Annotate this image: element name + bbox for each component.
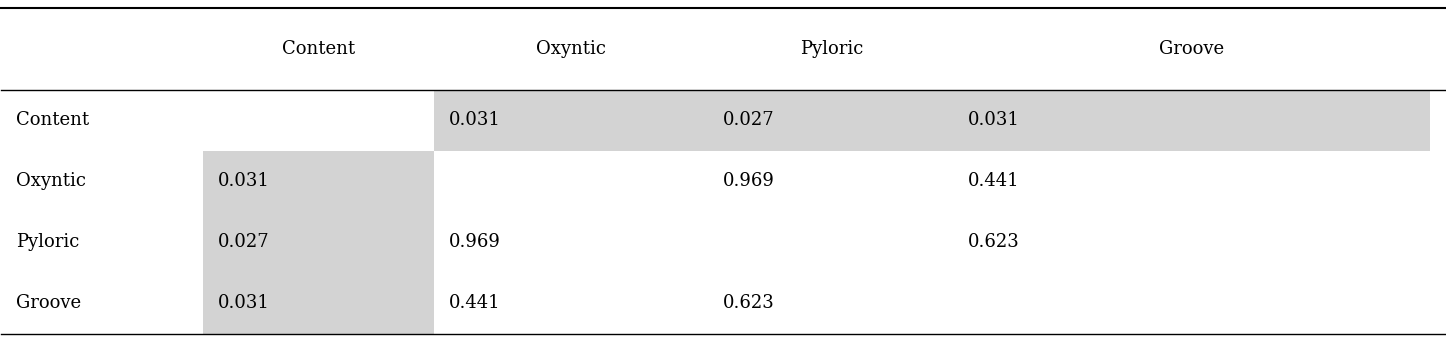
Text: Oxyntic: Oxyntic	[16, 172, 85, 190]
Text: 0.027: 0.027	[723, 111, 775, 129]
Text: Pyloric: Pyloric	[800, 40, 863, 58]
Text: Groove: Groove	[16, 294, 81, 312]
Text: Content: Content	[16, 111, 90, 129]
Text: 0.031: 0.031	[969, 111, 1021, 129]
Bar	[204, 273, 434, 334]
Bar	[954, 90, 1430, 150]
Text: 0.969: 0.969	[723, 172, 775, 190]
Text: 0.031: 0.031	[448, 111, 500, 129]
Bar	[709, 90, 954, 150]
Bar	[204, 150, 434, 212]
Text: 0.441: 0.441	[969, 172, 1019, 190]
Text: 0.027: 0.027	[218, 233, 269, 251]
Text: 0.623: 0.623	[969, 233, 1019, 251]
Text: Content: Content	[282, 40, 356, 58]
Bar	[434, 90, 709, 150]
Text: 0.441: 0.441	[448, 294, 500, 312]
Text: Pyloric: Pyloric	[16, 233, 80, 251]
Text: Oxyntic: Oxyntic	[536, 40, 606, 58]
Text: 0.031: 0.031	[218, 172, 270, 190]
Text: 0.969: 0.969	[448, 233, 500, 251]
Text: 0.623: 0.623	[723, 294, 775, 312]
Bar	[204, 212, 434, 273]
Text: Groove: Groove	[1160, 40, 1225, 58]
Text: 0.031: 0.031	[218, 294, 270, 312]
